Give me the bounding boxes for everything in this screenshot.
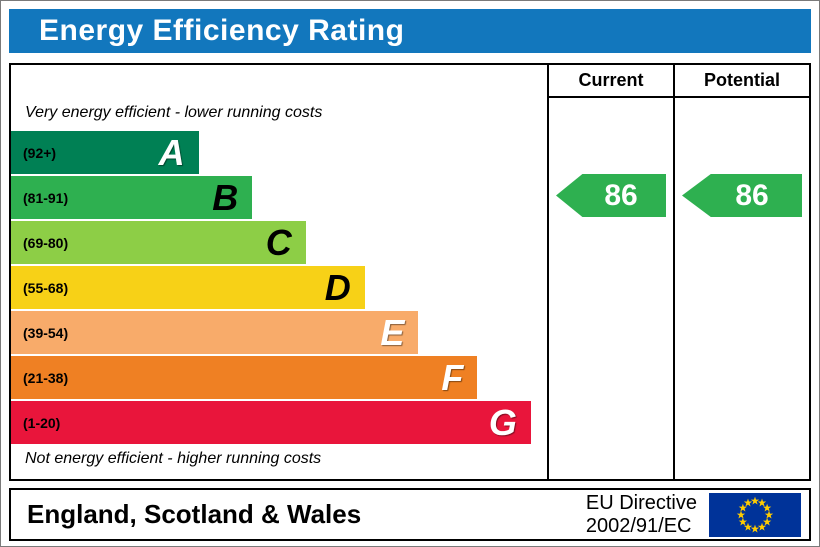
band-letter: F: [441, 356, 464, 398]
band-range: (69-80): [23, 234, 69, 251]
band-bar-e: (39-54) E: [11, 311, 419, 354]
caption-bottom: Not energy efficient - higher running co…: [25, 450, 322, 467]
band-row-c: (69-80) C: [11, 221, 547, 264]
band-range: (39-54): [23, 324, 69, 341]
band-row-d: (55-68) D: [11, 266, 547, 309]
band-range: (1-20): [23, 414, 61, 431]
band-bar-b: (81-91) B: [11, 176, 253, 219]
region-label: England, Scotland & Wales: [27, 499, 362, 529]
band-range: (21-38): [23, 369, 69, 386]
band-row-e: (39-54) E: [11, 311, 547, 354]
rating-chart: Very energy efficient - lower running co…: [9, 63, 811, 481]
band-range: (81-91): [23, 189, 69, 206]
eu-directive-line2: 2002/91/EC: [585, 514, 692, 537]
current-header: Current: [549, 65, 673, 98]
eu-directive-line1: EU Directive: [585, 491, 697, 514]
caption-top: Very energy efficient - lower running co…: [25, 104, 323, 121]
band-bar-c: (69-80) C: [11, 221, 306, 264]
potential-rating-value: 86: [735, 178, 769, 212]
band-bar-a: (92+) A: [11, 131, 199, 174]
footer-bar: England, Scotland & Wales EU Directive 2…: [9, 488, 811, 541]
potential-header: Potential: [675, 65, 809, 98]
title-bar: Energy Efficiency Rating: [9, 9, 811, 53]
band-letter: E: [380, 311, 405, 353]
band-letter: D: [324, 266, 351, 308]
band-bar-g: (1-20) G: [11, 401, 531, 444]
band-letter: C: [265, 221, 292, 263]
band-letter: B: [212, 176, 239, 218]
eu-directive-label: EU Directive 2002/91/EC: [586, 492, 697, 538]
band-row-f: (21-38) F: [11, 356, 547, 399]
potential-column: Potential 86: [673, 65, 809, 479]
band-scale-column: Very energy efficient - lower running co…: [11, 65, 547, 479]
band-row-a: (92+) A: [11, 131, 547, 174]
page-title: Energy Efficiency Rating: [39, 14, 405, 47]
potential-rating-arrow: 86: [682, 174, 802, 217]
band-row-g: (1-20) G: [11, 401, 547, 444]
band-letter: A: [158, 131, 185, 173]
band-bar-f: (21-38) F: [11, 356, 478, 399]
band-row-b: (81-91) B: [11, 176, 547, 219]
band-range: (55-68): [23, 279, 69, 296]
current-rating-value: 86: [604, 178, 638, 212]
band-range: (92+): [23, 144, 57, 161]
current-rating-arrow: 86: [556, 174, 666, 217]
eu-flag-icon: [709, 492, 801, 537]
band-letter: G: [488, 401, 517, 443]
current-column: Current 86: [547, 65, 673, 479]
band-bar-d: (55-68) D: [11, 266, 365, 309]
